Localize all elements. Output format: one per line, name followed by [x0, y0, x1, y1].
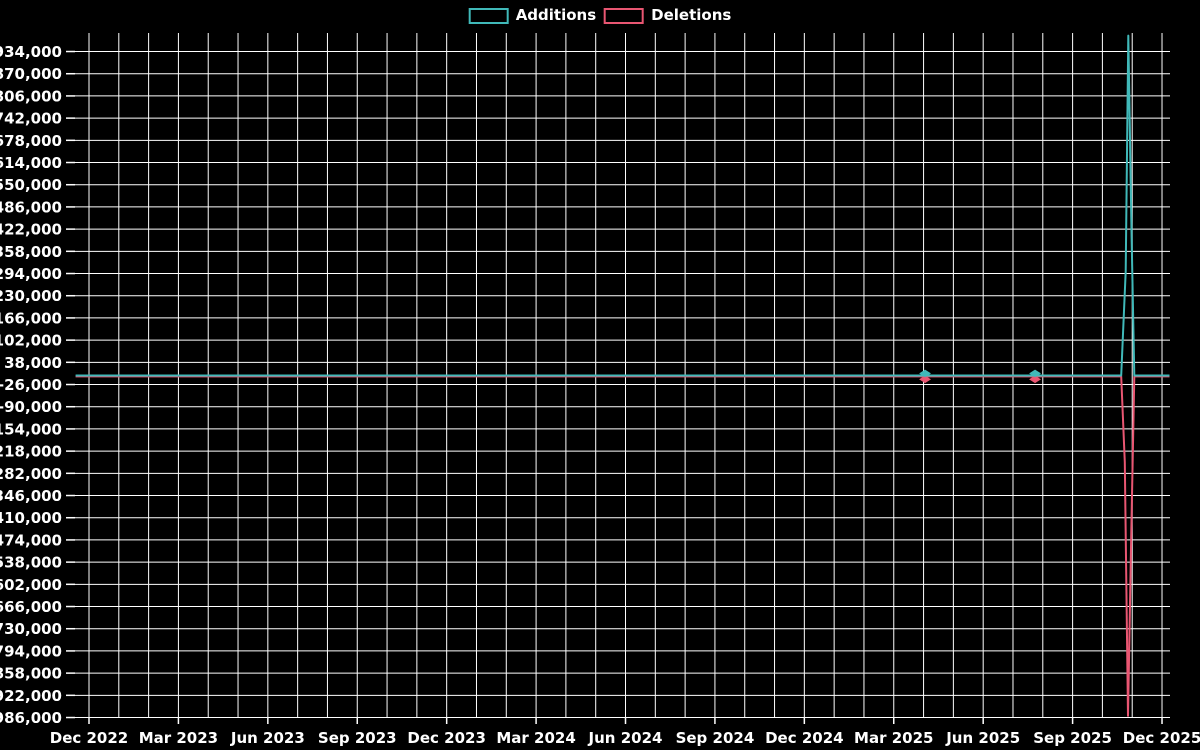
y-axis-tick-label: 806,000	[0, 87, 62, 105]
additions-marker-icon	[919, 369, 931, 378]
y-axis-tick-label: 166,000	[0, 309, 62, 327]
y-axis-tick-label: 934,000	[0, 43, 62, 61]
x-axis-tick-label: Dec 2023	[407, 729, 486, 747]
y-axis-tick-label: 358,000	[0, 243, 62, 261]
y-axis-tick-label: -154,000	[0, 420, 62, 438]
y-axis-tick-label: 742,000	[0, 110, 62, 128]
y-axis-tick-label: -26,000	[0, 376, 62, 394]
additions-swatch-icon	[468, 7, 509, 24]
y-axis-tick-label: 614,000	[0, 154, 62, 172]
deletions-marker-icon	[1029, 375, 1041, 384]
y-axis-tick-label: -858,000	[0, 665, 62, 683]
y-axis-tick-label: 230,000	[0, 287, 62, 305]
x-axis-tick-label: Sep 2024	[676, 729, 755, 747]
x-axis-tick-label: Dec 2022	[50, 729, 129, 747]
y-axis-tick-label: 870,000	[0, 65, 62, 83]
y-axis-tick-label: 486,000	[0, 198, 62, 216]
y-axis-tick-label: -922,000	[0, 687, 62, 705]
y-axis-tick-label: -602,000	[0, 576, 62, 594]
y-axis-tick-label: -474,000	[0, 531, 62, 549]
legend-label-deletions: Deletions	[651, 6, 732, 24]
x-axis-tick-label: Sep 2023	[318, 729, 397, 747]
y-axis-tick-label: 550,000	[0, 176, 62, 194]
y-axis-tick-label: 422,000	[0, 221, 62, 239]
x-axis-tick-label: Mar 2023	[139, 729, 218, 747]
additions-line	[75, 34, 1170, 377]
x-axis-tick-label: Dec 2024	[765, 729, 844, 747]
x-axis-tick-label: Jun 2023	[230, 729, 305, 747]
additions-marker-icon	[1029, 369, 1041, 378]
x-axis-tick-label: Mar 2024	[496, 729, 575, 747]
y-axis-tick-label: -986,000	[0, 709, 62, 727]
deletions-line	[75, 375, 1170, 717]
legend-label-additions: Additions	[515, 6, 597, 24]
y-axis-tick-label: -90,000	[0, 398, 62, 416]
y-axis-tick-label: 294,000	[0, 265, 62, 283]
x-axis-tick-label: Mar 2025	[854, 729, 933, 747]
y-axis-tick-label: -218,000	[0, 443, 62, 461]
y-axis-tick-label: -282,000	[0, 465, 62, 483]
legend-item-additions[interactable]: Additions	[468, 6, 597, 24]
x-axis-tick-label: Sep 2025	[1033, 729, 1112, 747]
legend: Additions Deletions	[468, 6, 731, 24]
y-axis-tick-label: -794,000	[0, 642, 62, 660]
y-axis-tick-label: 38,000	[4, 354, 62, 372]
x-axis-tick-label: Dec 2025	[1123, 729, 1200, 747]
x-axis-tick-label: Jun 2024	[588, 729, 663, 747]
y-axis-tick-label: -410,000	[0, 509, 62, 527]
x-axis-tick-label: Jun 2025	[945, 729, 1020, 747]
deletions-swatch-icon	[604, 7, 645, 24]
legend-item-deletions[interactable]: Deletions	[604, 7, 731, 24]
y-axis-tick-label: 102,000	[0, 332, 62, 350]
y-axis-tick-label: -538,000	[0, 554, 62, 572]
y-axis-tick-label: -346,000	[0, 487, 62, 505]
y-axis-tick-label: 678,000	[0, 132, 62, 150]
y-axis-tick-label: -666,000	[0, 598, 62, 616]
deletions-marker-icon	[919, 375, 931, 384]
y-axis-tick-label: -730,000	[0, 620, 62, 638]
